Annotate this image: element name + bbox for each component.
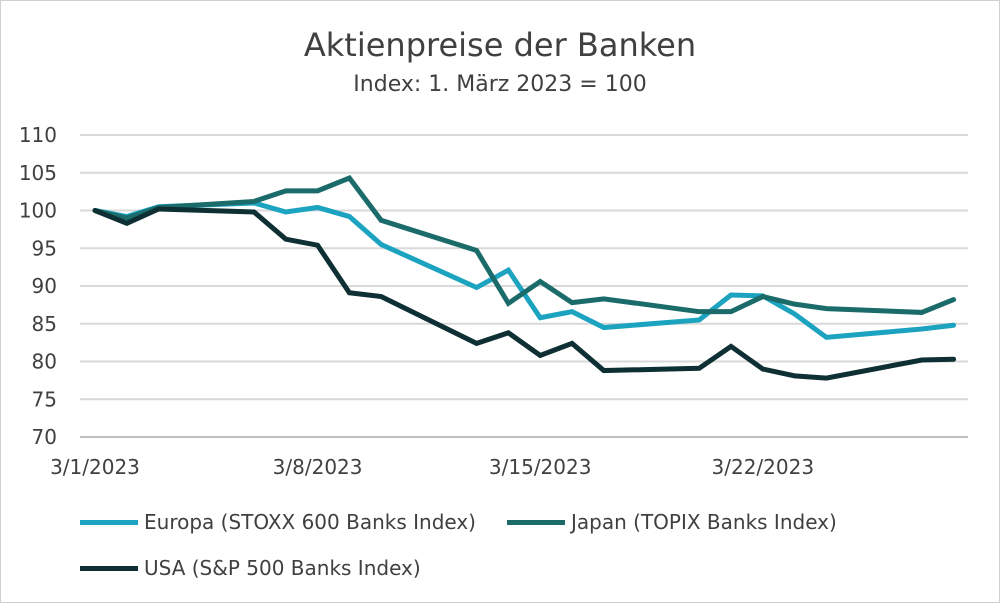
legend-item-europa: Europa (STOXX 600 Banks Index): [80, 510, 476, 534]
y-tick-label: 100: [19, 199, 57, 223]
y-tick-label: 95: [32, 236, 57, 260]
legend-item-usa: USA (S&P 500 Banks Index): [80, 556, 421, 580]
legend-label: USA (S&P 500 Banks Index): [144, 556, 421, 580]
legend-item-japan: Japan (TOPIX Banks Index): [507, 510, 837, 534]
y-tick-label: 70: [32, 425, 57, 449]
legend-swatch: [507, 519, 565, 525]
series-line-japan: [92, 174, 957, 315]
x-tick-label: 3/15/2023: [489, 455, 592, 479]
chart-subtitle: Index: 1. März 2023 = 100: [353, 72, 647, 97]
x-tick-label: 3/8/2023: [273, 455, 363, 479]
series-line-usa: [92, 206, 957, 381]
x-tick-label: 3/22/2023: [712, 455, 815, 479]
legend-label: Japan (TOPIX Banks Index): [571, 510, 837, 534]
y-tick-label: 90: [32, 274, 57, 298]
y-tick-label: 110: [19, 123, 57, 147]
y-tick-label: 105: [19, 161, 57, 185]
legend-label: Europa (STOXX 600 Banks Index): [144, 510, 476, 534]
y-tick-label: 85: [32, 312, 57, 336]
series-line-europa: [92, 200, 957, 340]
y-tick-label: 75: [32, 387, 57, 411]
legend-swatch: [80, 565, 138, 571]
chart-title: Aktienpreise der Banken: [303, 26, 697, 64]
x-tick-label: 3/1/2023: [50, 455, 140, 479]
y-tick-label: 80: [32, 350, 57, 374]
legend-swatch: [80, 519, 138, 525]
